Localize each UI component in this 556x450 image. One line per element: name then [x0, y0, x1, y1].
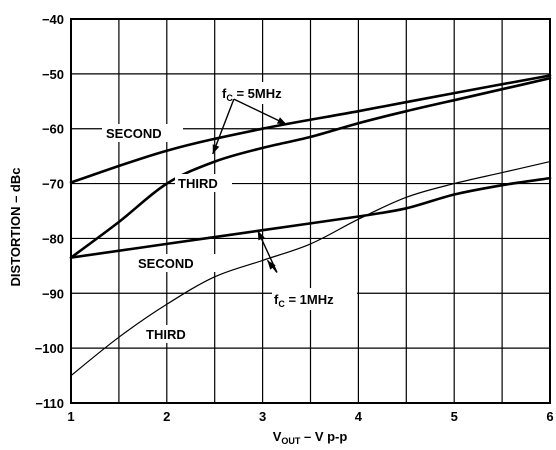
label-bg — [102, 124, 183, 142]
arrow-head — [257, 230, 265, 241]
arrow-line — [212, 98, 235, 155]
arrow-head — [212, 144, 220, 154]
y-tick-label: −50 — [42, 67, 64, 82]
plot-frame — [70, 18, 551, 404]
y-axis-label: DISTORTION – dBc — [8, 168, 23, 287]
label-bg — [220, 82, 302, 104]
x-tick-label: 1 — [67, 409, 74, 424]
y-tick-label: −110 — [35, 396, 64, 411]
label-fc-1mhz-sub: C — [278, 299, 285, 309]
grid — [71, 19, 550, 403]
x-tick-label: 3 — [259, 409, 266, 424]
label-third-5mhz: THIRD — [178, 176, 218, 191]
label-bg — [175, 174, 232, 192]
label-bg — [272, 288, 357, 310]
x-axis-label-sub: OUT — [281, 436, 301, 446]
x-tick-label: 6 — [546, 409, 553, 424]
arrow-head — [276, 117, 287, 125]
x-axis-label: VOUT – V p-p — [273, 429, 348, 446]
series-line-third-5mhz — [69, 76, 552, 259]
arrow-line — [233, 98, 287, 125]
series-line-third-1mhz — [70, 161, 551, 377]
label-second-1mhz: SECOND — [138, 256, 194, 271]
label-fc-5mhz-main: f — [222, 86, 227, 101]
x-tick-label: 4 — [355, 409, 363, 424]
y-tick-label: −70 — [42, 177, 64, 192]
label-third-1mhz: THIRD — [146, 327, 186, 342]
label-fc-5mhz: fC = 5MHz — [222, 86, 282, 103]
series-layer — [69, 74, 552, 377]
y-tick-label: −100 — [35, 341, 64, 356]
y-tick-label: −60 — [42, 122, 64, 137]
label-fc-1mhz-rest: = 1MHz — [285, 292, 334, 307]
y-tick-label: −40 — [42, 12, 64, 27]
arrow-head — [267, 260, 276, 270]
x-axis-label-rest: – V p-p — [300, 429, 347, 444]
y-tick-label: −90 — [42, 286, 64, 301]
series-line-second-5mhz — [69, 74, 552, 184]
label-fc-1mhz-main: f — [274, 292, 279, 307]
y-tick-label: −80 — [42, 231, 64, 246]
label-fc-1mhz: fC = 1MHz — [274, 292, 334, 309]
label-second-5mhz: SECOND — [106, 126, 162, 141]
x-axis-label-main: V — [273, 429, 282, 444]
annotation-arrows — [212, 98, 287, 273]
x-tick-label: 2 — [163, 409, 170, 424]
tick-labels: 1 2 3 4 5 6 −40 −50 −60 −70 −80 −90 −100 −110 — [35, 12, 554, 424]
label-bg — [135, 254, 216, 272]
label-fc-5mhz-sub: C — [226, 93, 233, 103]
label-bg — [143, 325, 200, 343]
x-tick-label: 5 — [451, 409, 458, 424]
label-fc-5mhz-rest: = 5MHz — [233, 86, 282, 101]
